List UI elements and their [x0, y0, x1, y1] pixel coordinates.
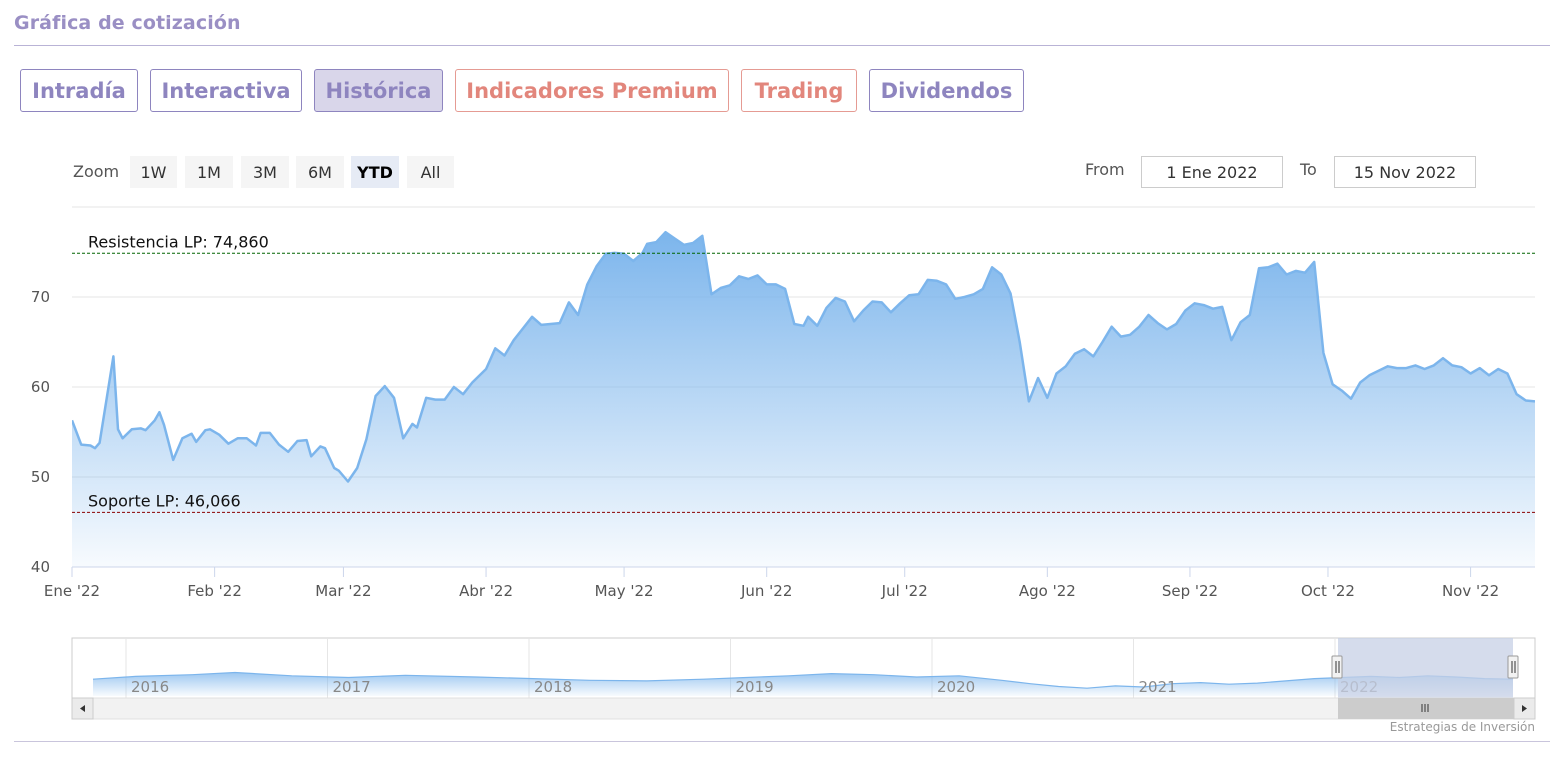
x-tick-label: Jun '22: [740, 582, 792, 600]
navigator-area-fill: [93, 672, 1513, 696]
zoom-6m-button[interactable]: 6M: [296, 156, 344, 188]
navigator-year-label: 2021: [1139, 678, 1177, 696]
plot-line-label: Resistencia LP: 74,860: [88, 232, 269, 251]
y-tick-label: 60: [31, 378, 50, 396]
scrollbar-thumb[interactable]: [1338, 698, 1514, 719]
section-title: Gráfica de cotización: [14, 12, 241, 34]
navigator-year-label: 2020: [937, 678, 975, 696]
title-divider: [14, 45, 1550, 46]
navigator-scrollbar[interactable]: [71, 697, 1536, 720]
tab-interactiva[interactable]: Interactiva: [150, 69, 302, 112]
tab-dividendos[interactable]: Dividendos: [869, 69, 1024, 112]
x-axis-labels: Ene '22 Feb '22 Mar '22 Abr '22 May '22 Jun '…: [44, 567, 1499, 600]
y-axis-labels: 40 50 60 70: [31, 288, 50, 576]
zoom-ytd-button[interactable]: YTD: [351, 156, 399, 188]
x-tick-label: May '22: [595, 582, 654, 600]
zoom-all-button[interactable]: All: [407, 156, 454, 188]
price-series-line: [72, 230, 1535, 483]
to-date-input[interactable]: 15 Nov 2022: [1334, 156, 1476, 188]
from-date-input[interactable]: 1 Ene 2022: [1141, 156, 1283, 188]
x-tick-label: Jul '22: [881, 582, 928, 600]
y-tick-label: 70: [31, 288, 50, 306]
y-tick-label: 40: [31, 558, 50, 576]
y-tick-label: 50: [31, 468, 50, 486]
scroll-left-arrow-icon: [80, 705, 85, 712]
x-tick-label: Mar '22: [315, 582, 371, 600]
from-label: From: [1085, 160, 1125, 179]
navigator-left-handle[interactable]: [1331, 655, 1343, 679]
zoom-3m-button[interactable]: 3M: [241, 156, 289, 188]
tab-indicadores-premium[interactable]: Indicadores Premium: [455, 69, 729, 112]
navigator-year-label: 2016: [131, 678, 169, 696]
navigator[interactable]: 2016201720182019202020212022: [71, 637, 1536, 699]
tab-historica[interactable]: Histórica: [314, 69, 443, 112]
to-label: To: [1300, 160, 1317, 179]
bottom-divider: [14, 741, 1550, 742]
x-tick-label: Ene '22: [44, 582, 100, 600]
x-tick-label: Abr '22: [459, 582, 513, 600]
navigator-right-handle[interactable]: [1507, 655, 1519, 679]
x-tick-label: Nov '22: [1442, 582, 1499, 600]
scroll-right-arrow-icon: [1522, 705, 1527, 712]
scrollbar-thumb-grip-icon: [1421, 704, 1429, 712]
navigator-year-label: 2019: [736, 678, 774, 696]
zoom-label: Zoom: [73, 162, 120, 181]
tab-trading[interactable]: Trading: [741, 69, 857, 112]
zoom-1m-button[interactable]: 1M: [185, 156, 233, 188]
chart-credits: Estrategias de Inversión: [1389, 720, 1535, 734]
navigator-selection-mask[interactable]: [1338, 638, 1513, 698]
scrollbar-track[interactable]: [71, 697, 1536, 720]
navigator-year-label: 2017: [333, 678, 371, 696]
x-tick-label: Feb '22: [187, 582, 242, 600]
support-resistance-lines: Resistencia LP: 74,860 Soporte LP: 46,066: [72, 232, 1535, 513]
zoom-1w-button[interactable]: 1W: [130, 156, 177, 188]
x-tick-label: Oct '22: [1301, 582, 1355, 600]
x-tick-label: Sep '22: [1162, 582, 1218, 600]
tab-intradia[interactable]: Intradía: [20, 69, 138, 112]
price-area-fill: [72, 232, 1535, 567]
navigator-year-label: 2018: [534, 678, 572, 696]
x-tick-label: Ago '22: [1019, 582, 1076, 600]
plot-line-label: Soporte LP: 46,066: [88, 491, 241, 510]
